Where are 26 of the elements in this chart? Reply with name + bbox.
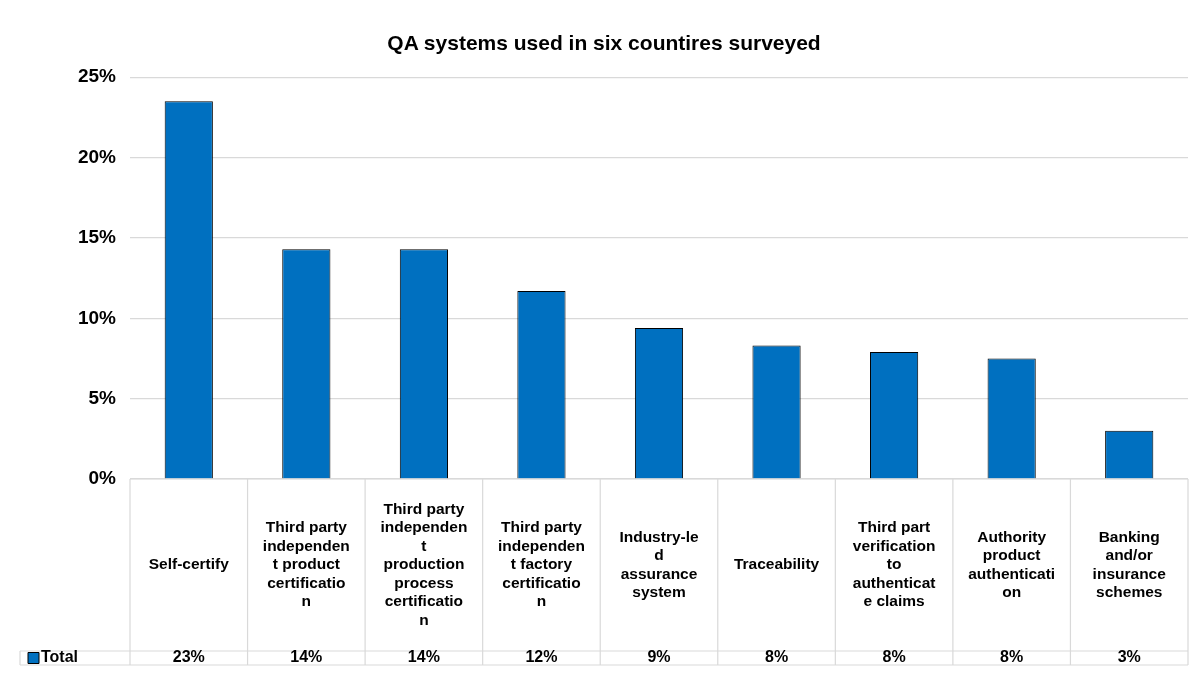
- y-tick-label: 0%: [88, 467, 117, 489]
- y-tick-label: 25%: [77, 65, 117, 87]
- x-tick-label: Third party independent production process certification: [380, 499, 468, 628]
- x-tick-label: Third party independent product certification: [262, 518, 350, 610]
- chart-title: QA systems used in six countires surveyed: [387, 31, 821, 55]
- y-tick-label: 10%: [77, 306, 117, 328]
- x-tick-label: Third party independent factory certification: [497, 518, 585, 610]
- data-label: 9%: [647, 648, 671, 666]
- x-tick-label: Industry-led assurance system: [619, 527, 699, 601]
- y-tick-label: 20%: [77, 145, 117, 167]
- x-tick-label: Third part verification to authenticate claims: [852, 518, 936, 610]
- x-tick-label: Traceability: [733, 555, 820, 573]
- data-label: 14%: [407, 648, 440, 666]
- data-label: 23%: [172, 648, 205, 666]
- data-label: 14%: [290, 648, 323, 666]
- data-label: 8%: [764, 648, 789, 666]
- data-label: 12%: [525, 648, 558, 666]
- x-tick-label: Banking and/or insurance schemes: [1092, 527, 1167, 601]
- y-tick-label: 15%: [77, 226, 117, 248]
- data-label: 3%: [1117, 648, 1141, 666]
- y-tick-label: 5%: [88, 386, 117, 408]
- x-tick-label: Self-certify: [148, 555, 230, 573]
- legend-label: Total: [41, 648, 79, 666]
- data-label: 8%: [882, 648, 906, 666]
- data-label: 8%: [1000, 648, 1024, 666]
- x-tick-label: Authority product authentication: [968, 527, 1056, 601]
